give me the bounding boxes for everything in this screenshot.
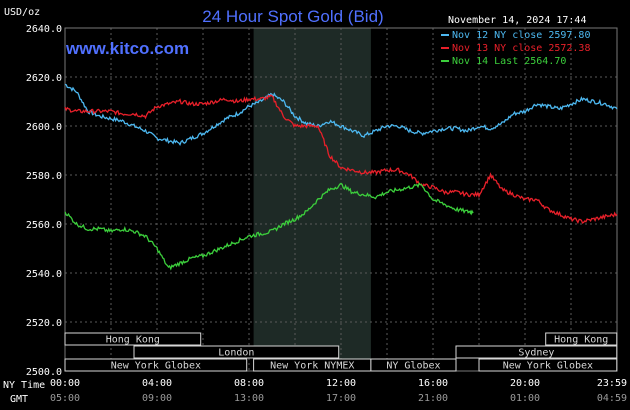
- ny-time-label: NY Time: [3, 380, 45, 391]
- session-label: Sydney: [518, 348, 554, 359]
- gmt-tick-label: 01:00: [510, 393, 540, 404]
- session-label: New York NYMEX: [270, 361, 354, 372]
- series-line-1: [64, 83, 618, 146]
- unit-label: USD/oz: [4, 7, 40, 18]
- session-box: [133, 345, 340, 359]
- y-tick-label: 2580.0: [26, 171, 62, 182]
- gmt-tick-label: 13:00: [234, 393, 264, 404]
- y-tick-label: 2500.0: [26, 367, 62, 378]
- legend-nov14: Nov 14 Last 2564.70: [452, 56, 566, 67]
- session-label: NY Globex: [386, 361, 440, 372]
- y-tick-label: 2640.0: [26, 24, 62, 35]
- y-tick-label: 2540.0: [26, 269, 62, 280]
- session-label: Hong Kong: [554, 335, 608, 346]
- session-label: London: [218, 348, 254, 359]
- ny-tick-label: 16:00: [418, 378, 448, 389]
- timestamp: November 14, 2024 17:44: [448, 15, 586, 26]
- session-box: [64, 358, 248, 372]
- ny-tick-label: 08:00: [234, 378, 264, 389]
- gmt-tick-label: 09:00: [142, 393, 172, 404]
- session-box: [370, 358, 457, 372]
- ny-tick-label: 00:00: [50, 378, 80, 389]
- gmt-label: GMT: [10, 394, 28, 405]
- session-label: New York Globex: [503, 361, 593, 372]
- y-tick-label: 2560.0: [26, 220, 62, 231]
- gmt-tick-label: 04:59: [597, 393, 627, 404]
- session-box: [64, 332, 202, 346]
- legend-nov12: Nov 12 NY close 2597.80: [452, 30, 590, 41]
- session-box: [545, 332, 618, 346]
- chart-title: 24 Hour Spot Gold (Bid): [202, 7, 383, 26]
- legend: Nov 12 NY close 2597.80 Nov 13 NY close …: [441, 30, 590, 67]
- y-tick-label: 2600.0: [26, 122, 62, 133]
- nymex-shade-layer: [253, 28, 371, 371]
- gmt-tick-label: 05:00: [50, 393, 80, 404]
- session-label: New York Globex: [111, 361, 201, 372]
- site-watermark: www.kitco.com: [65, 39, 189, 58]
- series-line-2: [64, 94, 618, 225]
- session-box: [478, 358, 618, 372]
- legend-nov13: Nov 13 NY close 2572.38: [452, 43, 590, 54]
- y-tick-label: 2520.0: [26, 318, 62, 329]
- ny-tick-label: 12:00: [326, 378, 356, 389]
- nymex-shade: [253, 28, 371, 371]
- ny-tick-label: 23:59: [597, 378, 627, 389]
- ny-tick-label: 04:00: [142, 378, 172, 389]
- session-label: Hong Kong: [106, 335, 160, 346]
- session-box: [455, 345, 618, 359]
- series-line-3: [64, 182, 474, 271]
- series-layer: [64, 83, 618, 271]
- gmt-tick-label: 21:00: [418, 393, 448, 404]
- ny-tick-label: 20:00: [510, 378, 540, 389]
- session-layer: Hong Kong Hong Kong London Sydney New York G…: [64, 332, 618, 372]
- axis-layer: 2500.0 2520.0 2540.0 2560.0 2580.0 2600.0 2620…: [26, 24, 627, 404]
- y-tick-label: 2620.0: [26, 73, 62, 84]
- gmt-tick-label: 17:00: [326, 393, 356, 404]
